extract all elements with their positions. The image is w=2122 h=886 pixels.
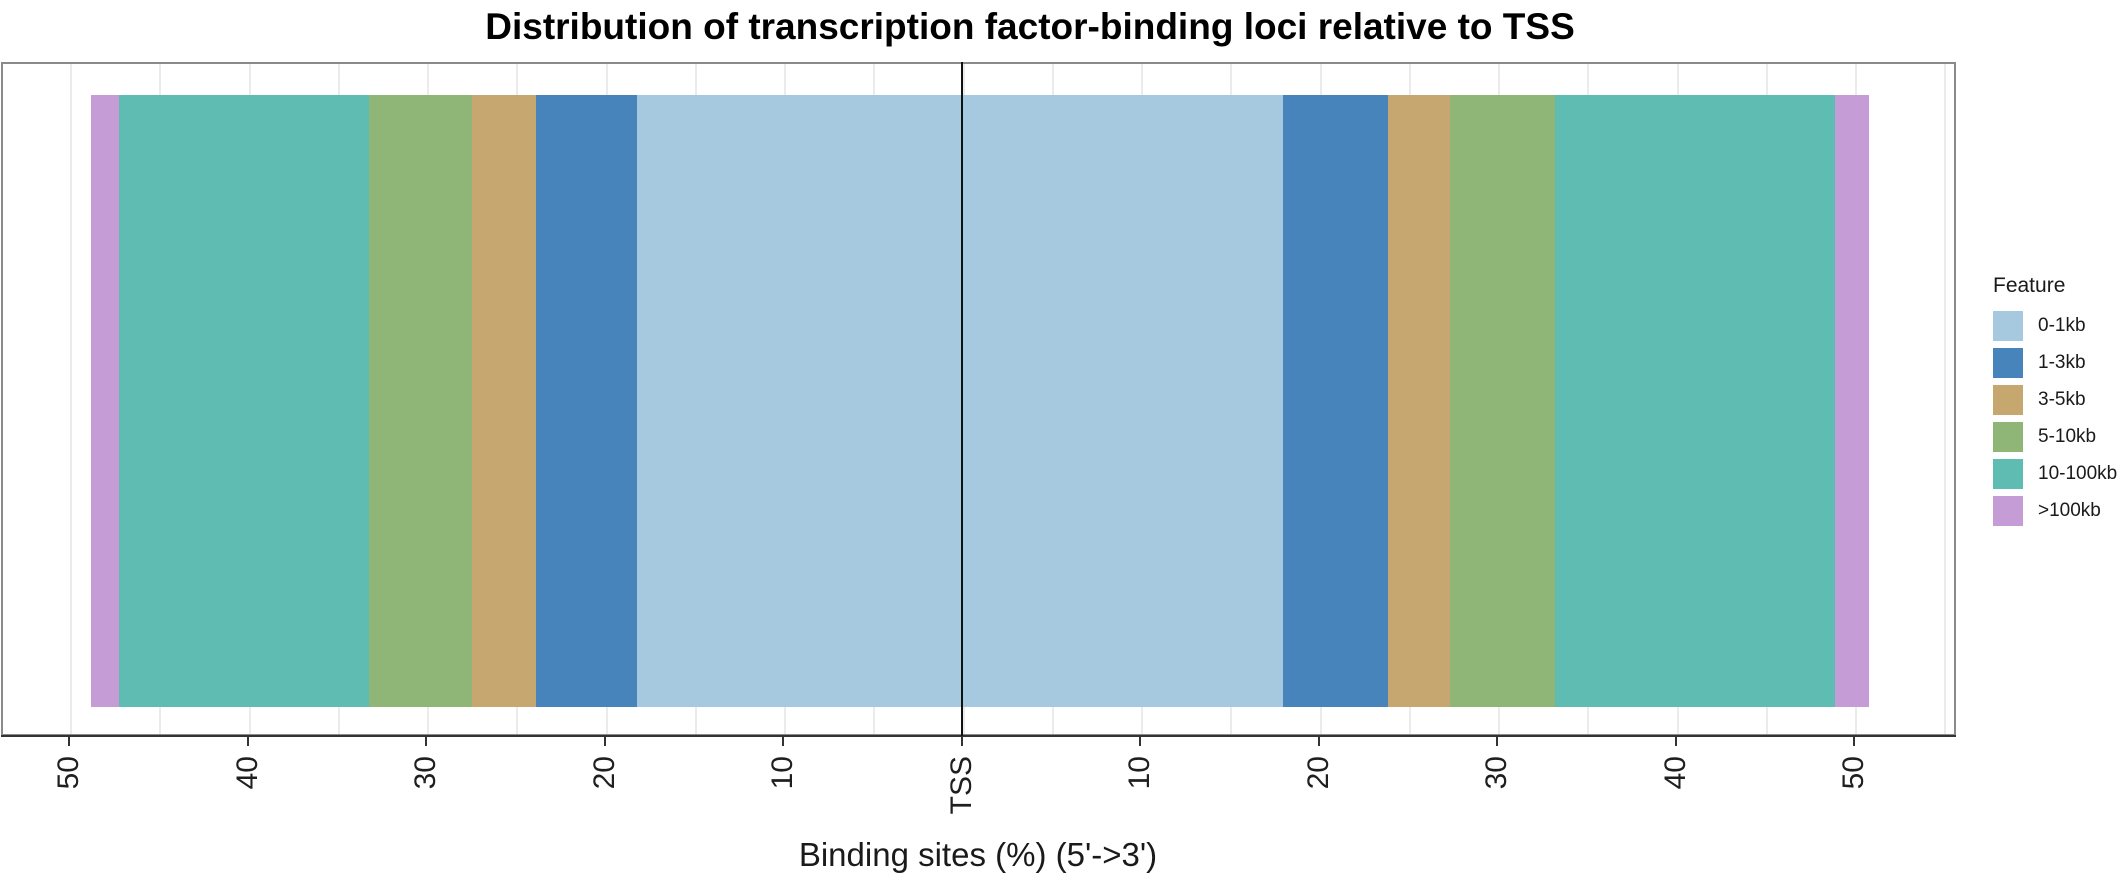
legend-items: 0-1kb 1-3kb 3-5kb 5-10kb 10-100kb >100kb <box>1993 311 2117 526</box>
plot-panel <box>1 62 1956 736</box>
bar-segment-downstream-3-5kb <box>1388 95 1450 707</box>
legend-label: 10-100kb <box>2038 463 2118 484</box>
legend-item: 10-100kb <box>1993 459 2117 489</box>
x-axis-tick <box>782 737 784 746</box>
x-tick-label: 50 <box>1837 756 1870 790</box>
gridline <box>70 64 72 734</box>
x-axis-line <box>1 735 1956 737</box>
x-axis-tick <box>246 737 249 746</box>
tss-reference-line <box>960 62 963 736</box>
legend-swatch <box>1993 311 2023 341</box>
bar-segment-downstream->100kb <box>1835 95 1870 707</box>
legend-label: 3-5kb <box>2038 389 2086 410</box>
legend-title: Feature <box>1993 274 2066 297</box>
bar-segment-downstream-10-100kb <box>1555 95 1836 707</box>
x-tick-label-tss: TSS <box>944 756 978 815</box>
x-tick-label: 50 <box>52 756 85 790</box>
bar-segment-upstream-1-3kb <box>535 95 637 707</box>
bar-segment-downstream-1-3kb <box>1282 95 1389 707</box>
bar-segment-upstream-5-10kb <box>369 95 472 707</box>
legend-label: 5-10kb <box>2038 426 2097 447</box>
chart-title: Distribution of transcription factor-bin… <box>485 6 1575 47</box>
legend-item: >100kb <box>1993 496 2117 526</box>
x-tick-label: 30 <box>1480 756 1513 790</box>
legend: Feature 0-1kb 1-3kb 3-5kb 5-10kb 10-100kb >10… <box>1993 274 2117 533</box>
x-axis-tick <box>425 737 427 746</box>
x-axis-tick <box>1496 737 1498 746</box>
x-axis-tick <box>68 737 70 746</box>
stacked-bar <box>90 95 1870 707</box>
bar-segment-upstream->100kb <box>90 95 120 707</box>
gridline <box>1944 64 1947 734</box>
legend-item: 0-1kb <box>1993 311 2117 341</box>
x-axis-tick <box>1317 737 1320 746</box>
legend-swatch <box>1993 459 2023 489</box>
x-tick-label: 40 <box>230 756 264 790</box>
x-tick-label: 30 <box>409 756 442 790</box>
x-axis-title: Binding sites (%) (5'->3') <box>798 836 1158 873</box>
x-axis-tick <box>960 737 963 746</box>
x-axis-tick <box>1139 737 1141 746</box>
x-axis-tick <box>1853 737 1855 746</box>
x-tick-label: 10 <box>766 756 799 790</box>
legend-item: 5-10kb <box>1993 422 2117 452</box>
bar-segment-downstream-5-10kb <box>1449 95 1556 707</box>
bar-segment-upstream-3-5kb <box>471 95 536 707</box>
x-tick-label: 20 <box>1301 756 1335 790</box>
bar-segment-upstream-10-100kb <box>119 95 370 707</box>
legend-item: 1-3kb <box>1993 348 2117 378</box>
legend-swatch <box>1993 496 2023 526</box>
legend-label: 0-1kb <box>2038 315 2086 336</box>
x-axis-tick <box>1674 737 1677 746</box>
legend-label: >100kb <box>2038 500 2101 521</box>
x-tick-label: 20 <box>587 756 621 790</box>
legend-label: 1-3kb <box>2038 352 2086 373</box>
x-axis-tick <box>603 737 606 746</box>
bar-segment-upstream-0-1kb <box>636 95 964 707</box>
legend-swatch <box>1993 422 2023 452</box>
bar-segment-downstream-0-1kb <box>963 95 1283 707</box>
x-tick-label: 40 <box>1658 756 1692 790</box>
legend-swatch <box>1993 348 2023 378</box>
legend-swatch <box>1993 385 2023 415</box>
x-tick-label: 10 <box>1123 756 1156 790</box>
legend-item: 3-5kb <box>1993 385 2117 415</box>
